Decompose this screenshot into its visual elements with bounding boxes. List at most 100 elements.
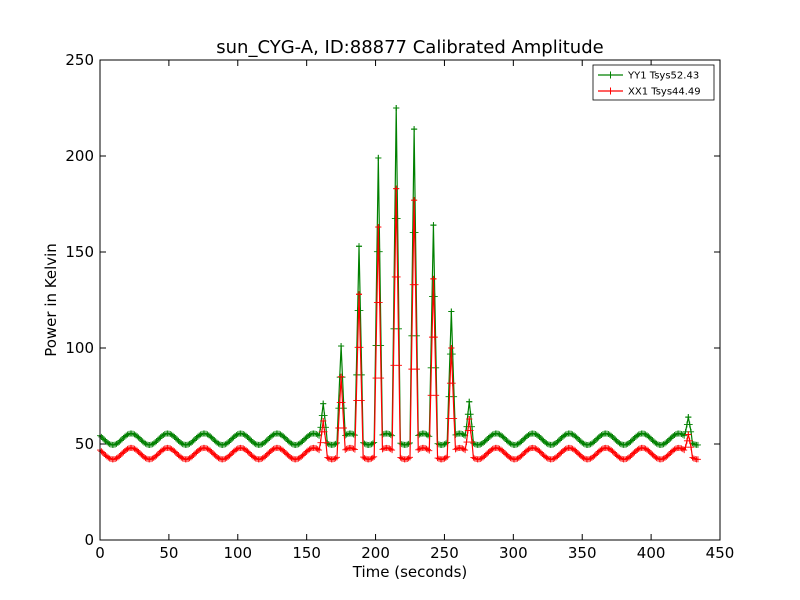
data-point-marker	[433, 364, 440, 371]
data-point-marker	[324, 440, 331, 447]
data-point-marker	[320, 417, 327, 424]
data-point-marker	[481, 438, 488, 445]
data-point-marker	[174, 450, 181, 457]
data-point-marker	[672, 431, 679, 438]
data-point-marker	[519, 451, 526, 458]
data-point-marker	[430, 222, 437, 229]
data-point-marker	[105, 454, 112, 461]
data-point-marker	[502, 450, 509, 457]
data-point-marker	[679, 431, 686, 438]
data-point-marker	[288, 440, 295, 447]
data-point-marker	[568, 445, 575, 452]
data-point-marker	[314, 446, 321, 453]
data-point-marker	[434, 455, 441, 462]
data-point-marker	[156, 435, 163, 442]
x-tick-label: 100	[223, 544, 252, 562]
data-point-marker	[340, 405, 347, 412]
data-point-marker	[135, 434, 142, 441]
plot-frame	[99, 59, 721, 541]
data-point-marker	[466, 398, 473, 405]
data-point-marker	[672, 445, 679, 452]
data-point-marker	[153, 452, 160, 459]
x-tick-label: 150	[292, 544, 321, 562]
data-point-marker	[543, 454, 550, 461]
data-point-marker	[591, 452, 598, 459]
data-point-marker	[172, 435, 179, 442]
y-tick-label: 50	[75, 435, 94, 453]
data-point-marker	[648, 450, 655, 457]
data-point-marker	[666, 436, 673, 443]
data-point-marker	[156, 449, 163, 456]
legend-box	[592, 64, 715, 101]
data-point-marker	[302, 449, 309, 456]
data-point-marker	[525, 446, 532, 453]
data-point-marker	[617, 455, 624, 462]
legend-marker	[607, 71, 614, 79]
data-point-marker	[106, 455, 113, 462]
data-point-marker	[573, 434, 580, 441]
data-point-marker	[361, 455, 368, 462]
data-point-marker	[608, 447, 615, 454]
data-point-marker	[380, 445, 387, 452]
data-point-marker	[358, 371, 365, 378]
data-point-marker	[598, 446, 605, 453]
data-point-marker	[627, 453, 634, 460]
data-point-marker	[171, 433, 178, 440]
data-point-marker	[387, 446, 394, 453]
data-point-marker	[234, 431, 241, 438]
data-point-marker	[594, 449, 601, 456]
data-point-marker	[645, 447, 652, 454]
data-point-marker	[536, 433, 543, 440]
data-point-marker	[635, 445, 642, 452]
data-point-marker	[397, 454, 404, 461]
data-point-marker	[576, 451, 583, 458]
data-point-marker	[555, 451, 562, 458]
data-point-marker	[306, 431, 313, 438]
data-point-marker	[262, 438, 269, 445]
data-point-marker	[463, 439, 470, 446]
data-point-marker	[489, 431, 496, 438]
data-point-marker	[178, 454, 185, 461]
data-point-marker	[513, 456, 520, 463]
data-point-marker	[460, 446, 467, 453]
data-point-marker	[265, 436, 272, 443]
data-point-marker	[172, 449, 179, 456]
x-tick-label: 400	[637, 544, 666, 562]
y-tick-label: 200	[65, 147, 94, 165]
data-point-marker	[646, 448, 653, 455]
data-point-marker	[332, 455, 339, 462]
data-point-marker	[667, 449, 674, 456]
data-point-marker	[460, 431, 467, 438]
data-point-marker	[197, 445, 204, 452]
data-point-marker	[192, 450, 199, 457]
data-point-marker	[378, 375, 385, 382]
data-point-marker	[535, 447, 542, 454]
data-point-marker	[448, 345, 455, 351]
data-point-marker	[119, 450, 126, 457]
data-point-marker	[160, 446, 167, 453]
data-point-marker	[300, 451, 307, 458]
data-point-marker	[575, 435, 582, 442]
data-point-marker	[154, 451, 161, 458]
legend: YY1 Tsys52.43 XX1 Tsys44.49	[592, 64, 715, 101]
data-point-marker	[612, 436, 619, 443]
data-point-marker	[507, 455, 514, 462]
data-point-marker	[572, 447, 579, 454]
data-point-marker	[616, 454, 623, 461]
data-point-marker	[152, 453, 159, 460]
data-point-marker	[433, 392, 440, 399]
data-point-marker	[502, 435, 509, 442]
data-point-marker	[593, 436, 599, 443]
data-point-marker	[98, 433, 105, 440]
data-point-marker	[653, 455, 660, 462]
data-point-marker	[500, 434, 507, 441]
data-point-marker	[681, 432, 688, 439]
data-point-marker	[503, 437, 510, 444]
data-point-marker	[407, 454, 413, 461]
x-tick-label: 300	[499, 544, 528, 562]
data-point-marker	[252, 455, 259, 462]
data-point-marker	[262, 453, 269, 460]
data-point-marker	[554, 438, 561, 445]
data-point-marker	[152, 439, 159, 446]
data-point-marker	[593, 451, 599, 458]
